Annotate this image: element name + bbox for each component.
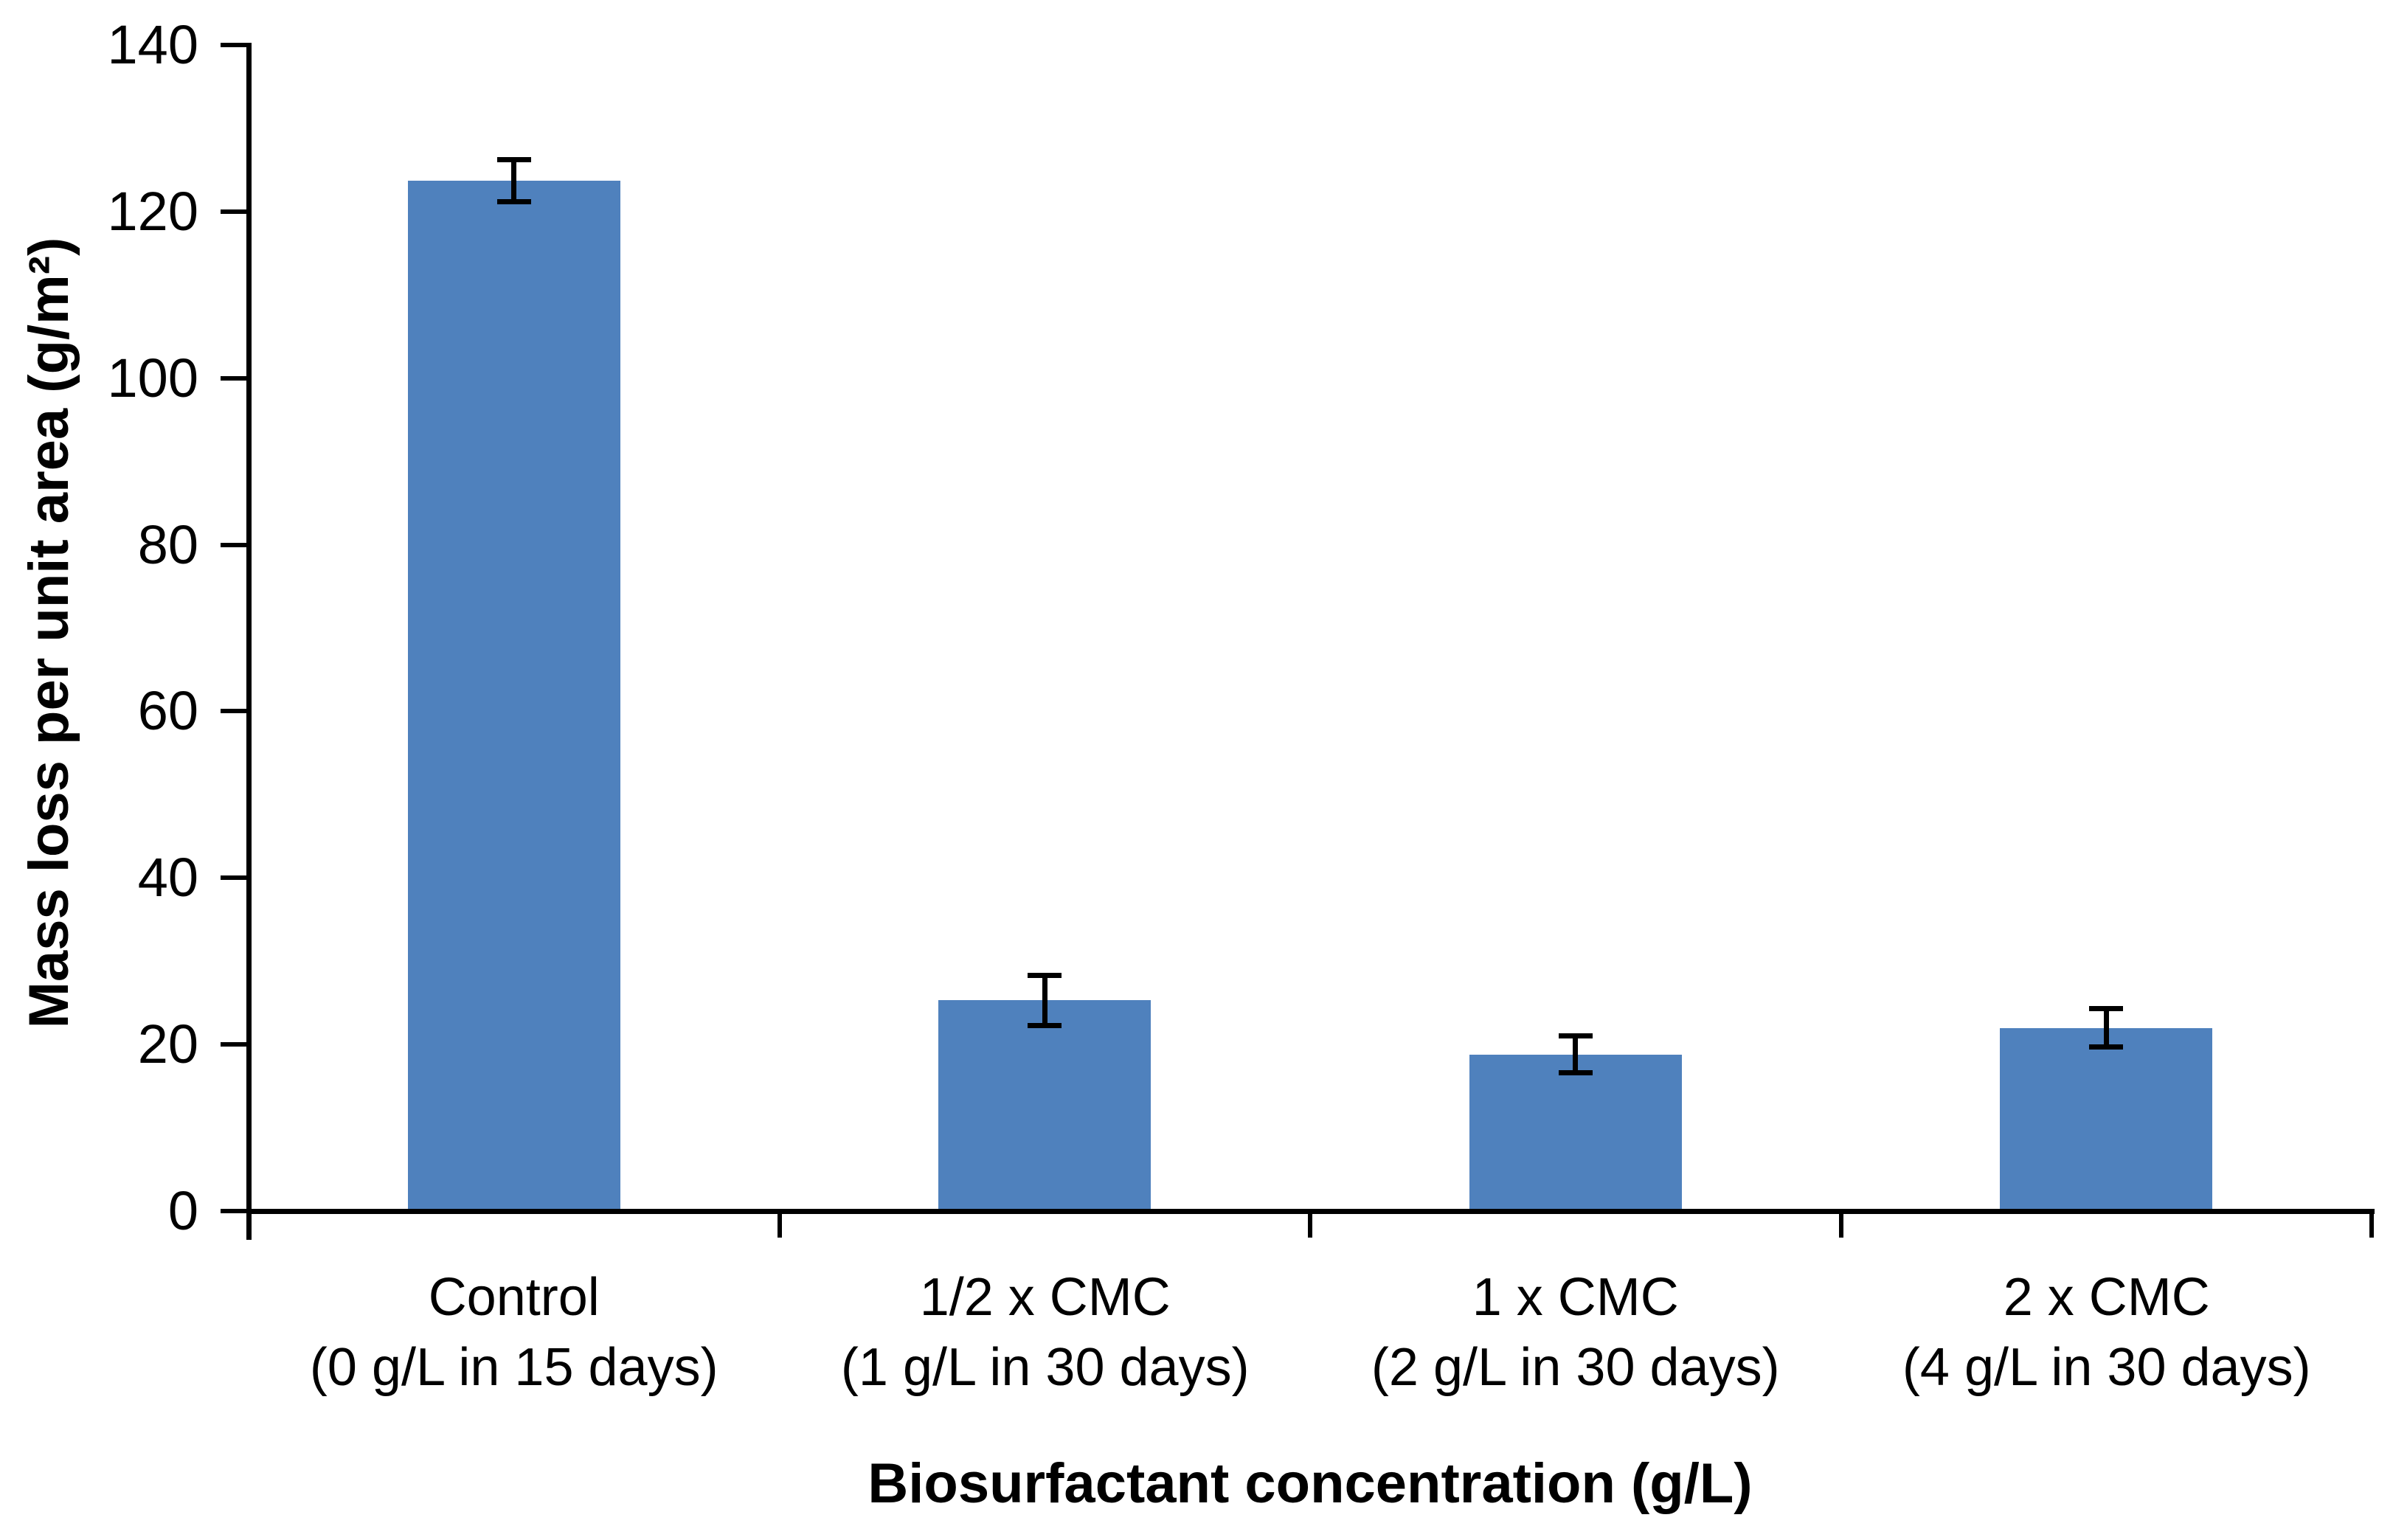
y-tick-mark [221,875,249,881]
bar [2000,1027,2212,1213]
y-tick-label: 20 [137,1013,198,1075]
y-tick-mark [221,709,249,714]
error-bar [2103,1008,2109,1047]
y-tick-label: 80 [137,513,198,575]
error-bar-cap [1558,1033,1593,1039]
x-category-label-line1: 1 x CMC [1472,1268,1679,1327]
error-bar [511,159,517,202]
error-bar-cap [496,157,531,163]
error-bar-cap [1558,1070,1593,1076]
x-category-label-line2: (2 g/L in 30 days) [1371,1338,1780,1397]
error-bar-cap [1028,972,1062,978]
error-bar-cap [2089,1044,2124,1050]
x-tick-mark [1838,1211,1843,1238]
x-axis-title: Biosurfactant concentration (g/L) [867,1452,1753,1515]
bar [938,1000,1151,1213]
x-tick-mark [777,1211,782,1238]
y-tick-mark [221,542,249,547]
x-category-label: 2 x CMC (4 g/L in 30 days) [1812,1263,2393,1403]
x-category-label-line1: 2 x CMC [2003,1268,2210,1327]
y-tick-label: 100 [107,347,198,409]
error-bar-cap [1028,1022,1062,1028]
y-tick-label: 0 [167,1180,198,1241]
x-category-label-line1: Control [428,1268,600,1327]
x-category-label: 1 x CMC (2 g/L in 30 days) [1281,1263,1871,1403]
x-axis-line [246,1208,2375,1214]
x-category-label: Control (0 g/L in 15 days) [219,1263,809,1403]
error-bar-cap [2089,1006,2124,1012]
y-tick-label: 40 [137,847,198,909]
y-axis-line [246,43,252,1240]
error-bar [1042,975,1047,1026]
x-tick-mark [1308,1211,1312,1238]
y-tick-mark [221,1042,249,1047]
y-tick-label: 140 [107,14,198,75]
error-bar-cap [496,198,531,204]
y-tick-label: 60 [137,680,198,742]
x-category-label-line2: (1 g/L in 30 days) [840,1338,1250,1397]
y-tick-mark [221,209,249,214]
y-tick-mark [221,1209,249,1213]
bar [408,181,620,1213]
x-category-label: 1/2 x CMC (1 g/L in 30 days) [750,1263,1340,1403]
y-tick-label: 120 [107,180,198,242]
y-tick-mark [221,375,249,381]
y-tick-mark [221,43,249,47]
x-category-label-line2: (4 g/L in 30 days) [1902,1338,2311,1397]
bar [1469,1054,1682,1213]
x-category-label-line2: (0 g/L in 15 days) [309,1338,718,1397]
x-tick-mark [2369,1211,2374,1238]
error-bar [1573,1036,1579,1073]
x-category-label-line1: 1/2 x CMC [919,1268,1171,1327]
